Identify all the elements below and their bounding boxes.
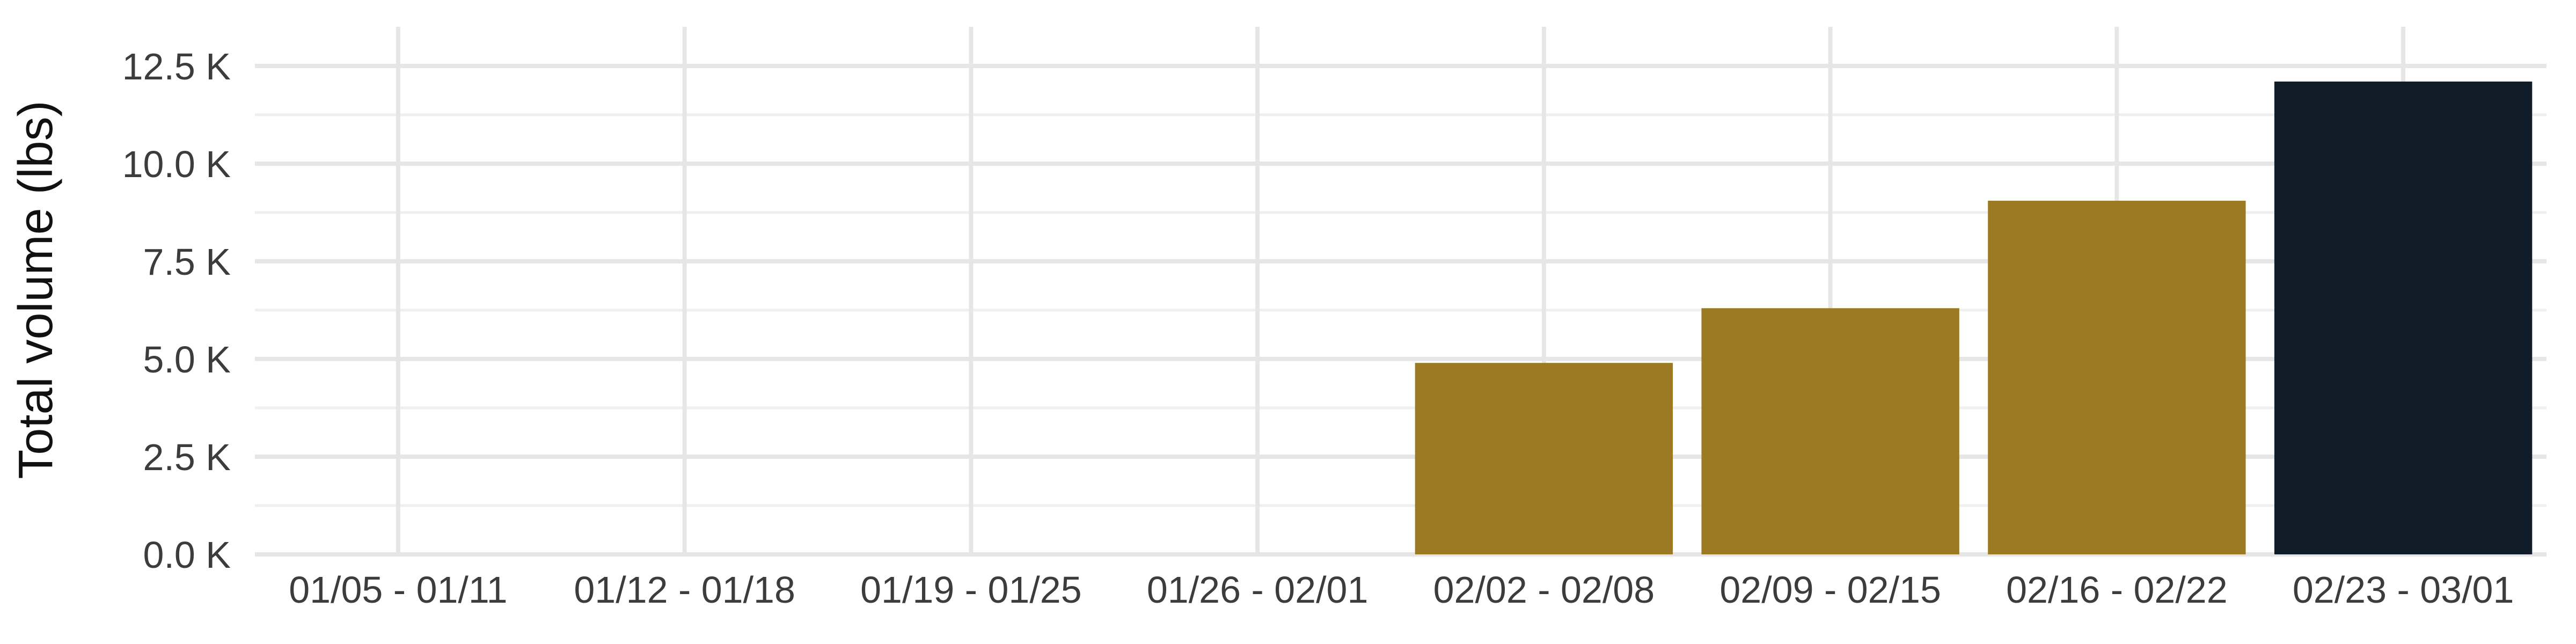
y-tick-label: 0.0 K: [143, 534, 231, 576]
y-axis-title: Total volume (lbs): [9, 100, 63, 479]
x-tick-label: 02/09 - 02/15: [1719, 569, 1941, 611]
bar-7: [1988, 201, 2245, 554]
x-tick-label: 01/26 - 02/01: [1147, 569, 1368, 611]
y-tick-label: 5.0 K: [143, 339, 231, 380]
x-tick-label: 01/12 - 01/18: [574, 569, 795, 611]
bars: [1415, 82, 2533, 554]
x-axis-ticks: 01/05 - 01/11 01/12 - 01/18 01/19 - 01/25 0…: [289, 569, 2514, 611]
x-tick-label: 02/16 - 02/22: [2006, 569, 2228, 611]
x-tick-label: 02/23 - 03/01: [2293, 569, 2514, 611]
y-tick-label: 2.5 K: [143, 436, 231, 478]
y-axis-ticks: 0.0 K 2.5 K 5.0 K 7.5 K 10.0 K 12.5 K: [122, 46, 231, 576]
bar-6: [1701, 308, 1959, 554]
y-tick-label: 12.5 K: [122, 46, 231, 87]
bar-5: [1415, 363, 1673, 554]
x-tick-label: 01/05 - 01/11: [289, 569, 507, 611]
y-tick-label: 10.0 K: [122, 143, 231, 185]
y-tick-label: 7.5 K: [143, 241, 231, 283]
x-tick-label: 01/19 - 01/25: [860, 569, 1082, 611]
x-tick-label: 02/02 - 02/08: [1433, 569, 1655, 611]
bar-8: [2274, 82, 2532, 554]
